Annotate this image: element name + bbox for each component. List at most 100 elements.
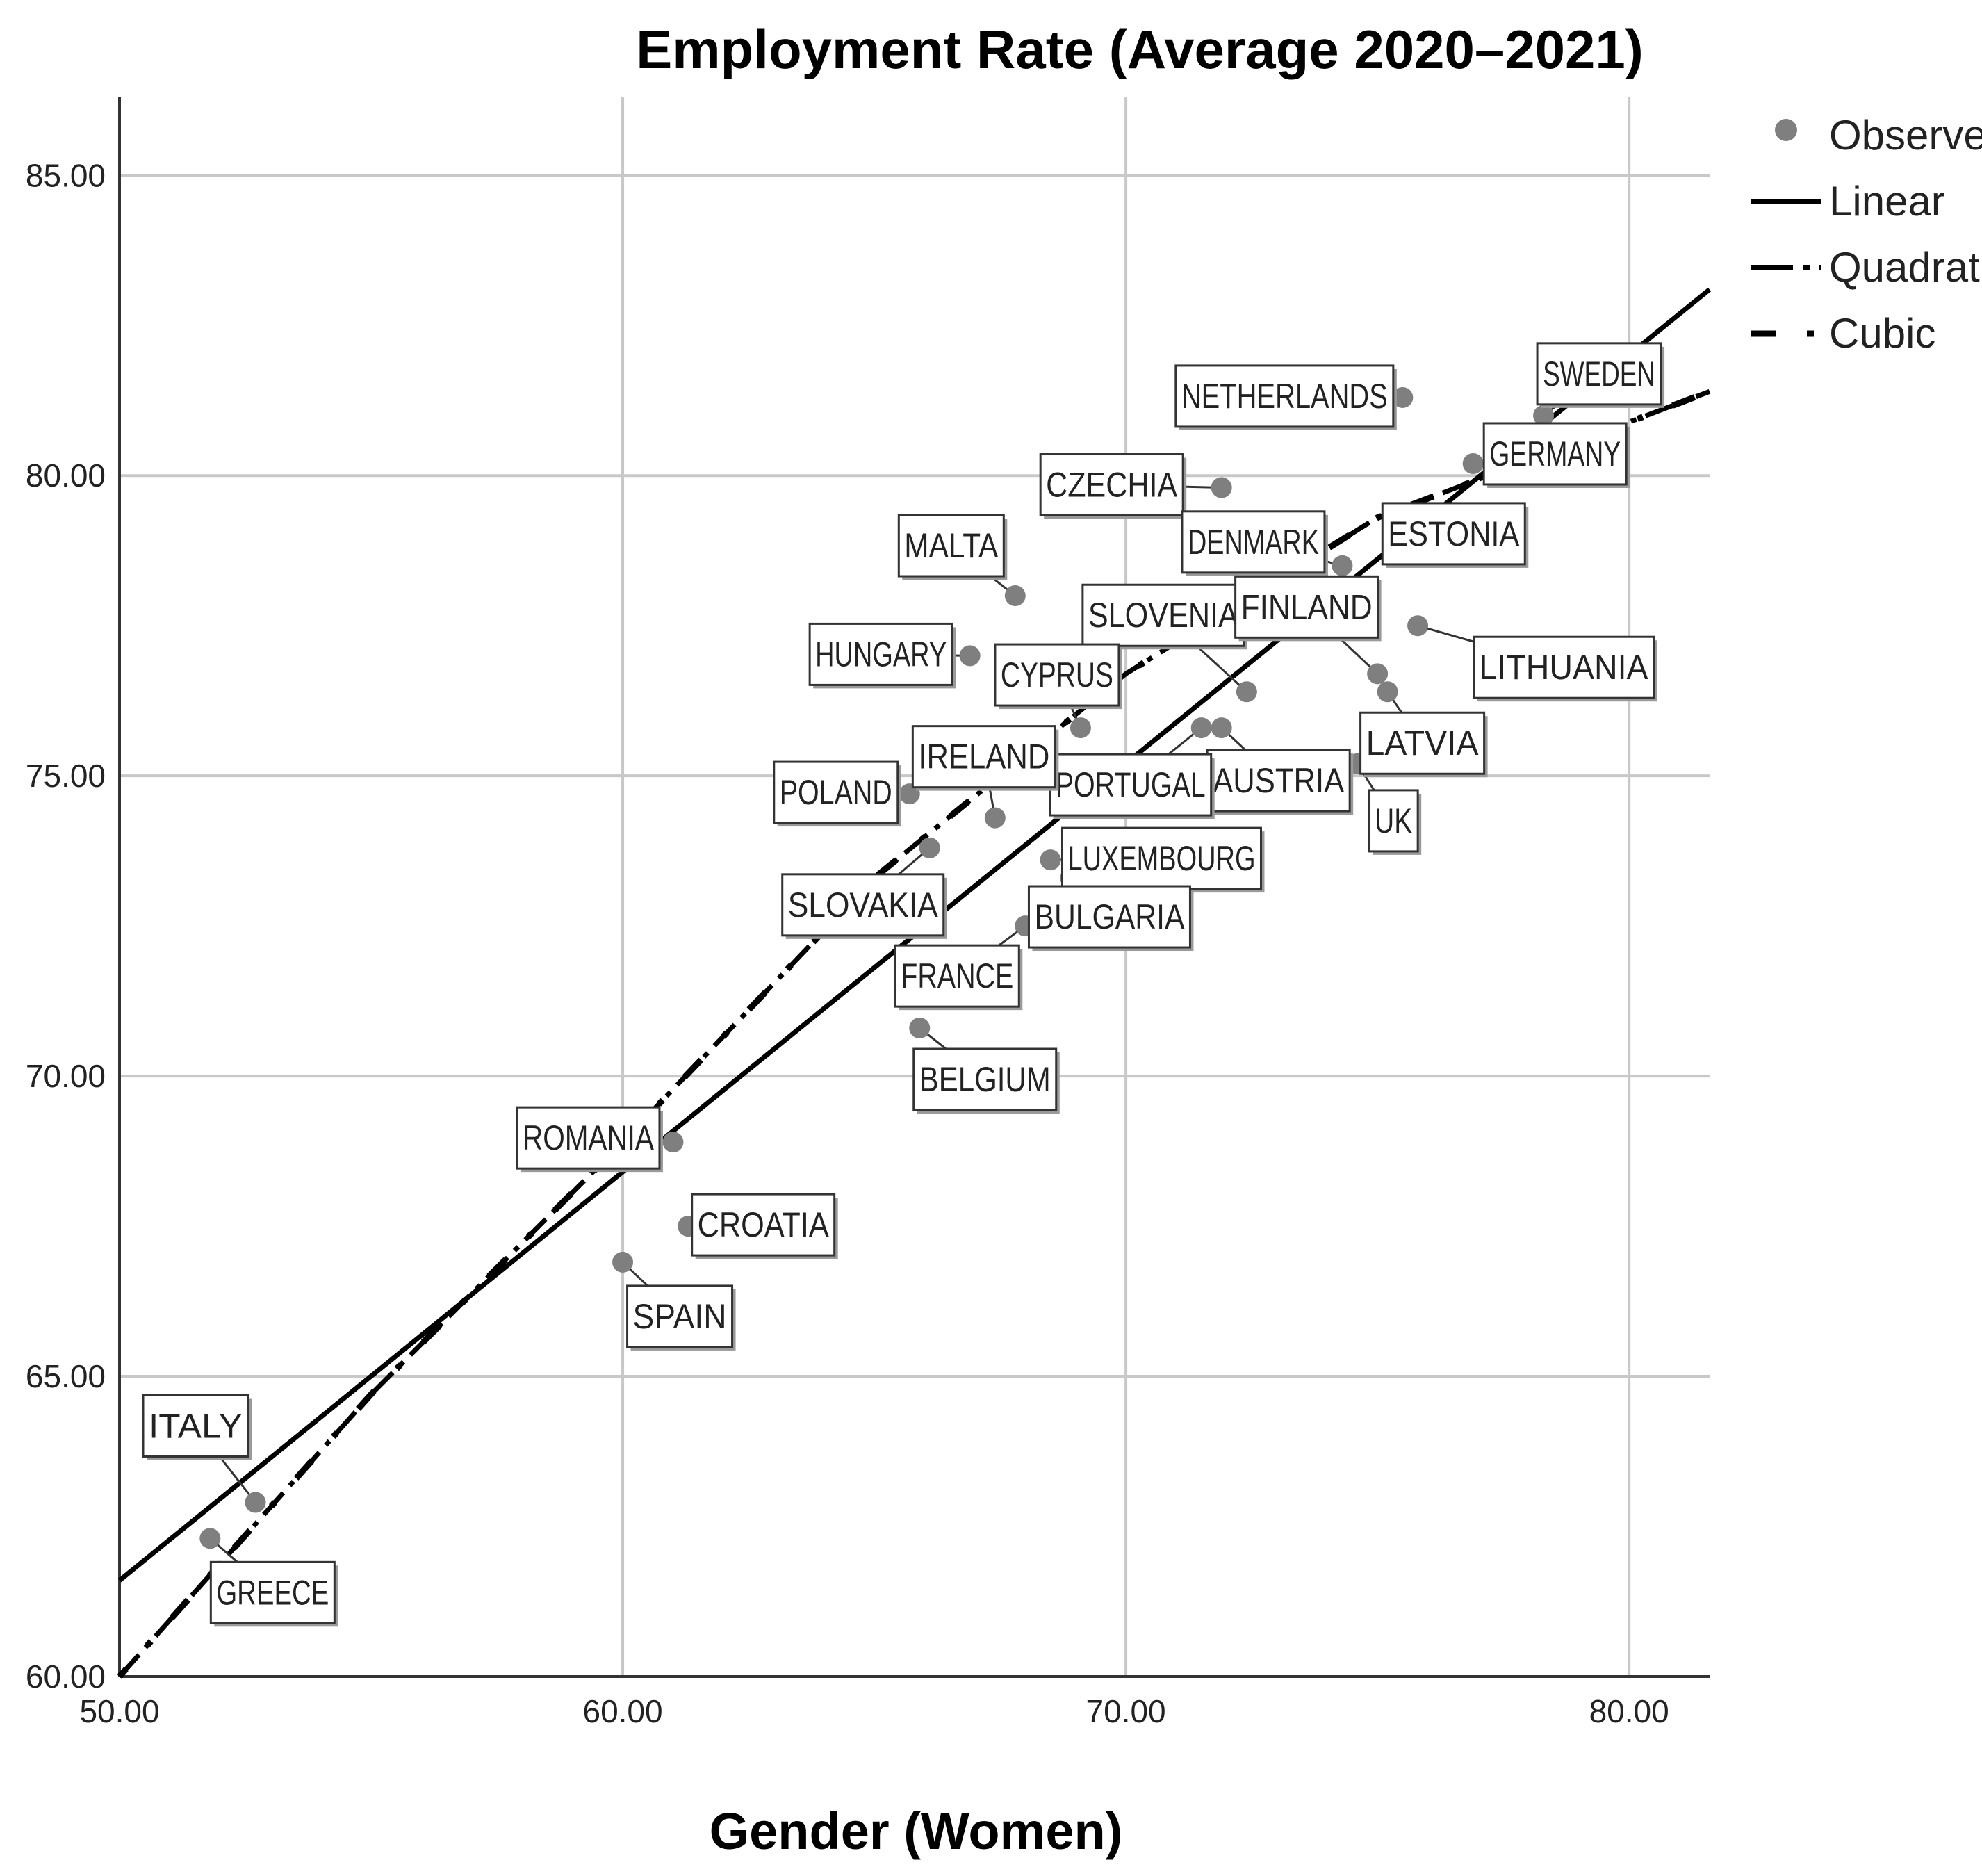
observed-point — [1070, 717, 1091, 739]
observed-point — [919, 837, 940, 858]
legend-label: Quadratic — [1829, 244, 1982, 291]
label-box — [994, 643, 1120, 707]
point-label-text: GREECE — [216, 1573, 329, 1612]
label-box — [1027, 885, 1191, 949]
legend-label: Observed — [1829, 112, 1982, 158]
point-label-text: PORTUGAL — [1056, 765, 1206, 804]
point-label-text: ITALY — [149, 1406, 243, 1445]
point-label-text: NETHERLANDS — [1181, 377, 1388, 416]
point-label: ROMANIA — [516, 1106, 663, 1173]
point-label: POLAND — [773, 760, 901, 827]
label-box — [912, 1047, 1058, 1111]
observed-point — [899, 783, 920, 805]
label-box — [209, 1560, 336, 1624]
x-tick-label: 80.00 — [1589, 1693, 1669, 1729]
axes — [118, 97, 1710, 1678]
point-label-text: MALTA — [904, 526, 999, 565]
point-label-text: SPAIN — [633, 1297, 727, 1336]
y-tick-label: 60.00 — [26, 1658, 106, 1695]
point-label-text: ESTONIA — [1388, 514, 1520, 553]
label-box — [1206, 749, 1351, 813]
point-label: CYPRUS — [994, 643, 1122, 710]
point-label-text: FINLAND — [1241, 587, 1373, 626]
legend-item: Observed — [1775, 112, 1982, 158]
point-label: ITALY — [142, 1394, 252, 1460]
legend-observed-marker — [1775, 119, 1797, 141]
legend-item: Cubic — [1751, 310, 1935, 357]
point-label: BULGARIA — [1027, 885, 1194, 952]
point-label: LITHUANIA — [1473, 635, 1657, 702]
observed-point — [662, 1132, 684, 1153]
point-labels: SWEDEN NETHERLANDS GERMANY CZECHIA DENMARK ES… — [142, 342, 1665, 1627]
label-box — [911, 725, 1056, 789]
point-label-text: BELGIUM — [919, 1060, 1051, 1099]
point-label: IRELAND — [911, 725, 1059, 791]
observed-point — [1533, 405, 1555, 426]
point-label-text: DENMARK — [1188, 523, 1319, 562]
point-label: SWEDEN — [1536, 342, 1665, 408]
point-label: UK — [1368, 789, 1422, 855]
point-label: BELGIUM — [912, 1047, 1060, 1114]
legend-item: Linear — [1751, 178, 1945, 225]
x-axis-title: Gender (Women) — [710, 1802, 1123, 1860]
point-label: CZECHIA — [1039, 453, 1187, 519]
label-box — [1381, 502, 1526, 566]
point-label: FRANCE — [894, 944, 1023, 1011]
observed-point — [1392, 386, 1414, 408]
point-label-text: HUNGARY — [815, 635, 947, 674]
point-label: LATVIA — [1359, 711, 1488, 778]
label-box — [1359, 711, 1486, 775]
point-label-text: POLAND — [780, 773, 892, 812]
label-box — [1060, 826, 1262, 890]
point-label-text: UK — [1375, 801, 1412, 840]
label-box — [894, 944, 1020, 1008]
observed-point — [909, 1018, 931, 1039]
point-label: HUNGARY — [808, 622, 956, 689]
observed-point — [245, 1492, 266, 1513]
label-box — [897, 514, 1005, 578]
x-tick-label: 70.00 — [1086, 1693, 1166, 1729]
observed-point — [1190, 717, 1212, 739]
observed-point — [199, 1528, 221, 1549]
point-label-text: SLOVENIA — [1088, 596, 1239, 635]
observed-point — [1407, 615, 1429, 637]
point-label-text: GERMANY — [1489, 434, 1621, 473]
label-box — [1181, 510, 1326, 574]
label-box — [142, 1394, 249, 1458]
point-label-text: IRELAND — [918, 737, 1049, 776]
observed-point — [1367, 663, 1389, 685]
label-box — [691, 1193, 836, 1257]
point-label: GREECE — [209, 1560, 338, 1627]
point-label: GERMANY — [1482, 422, 1630, 488]
y-tick-label: 80.00 — [26, 457, 106, 494]
observed-point — [1377, 681, 1398, 703]
observed-points — [199, 386, 1555, 1549]
label-box — [1234, 575, 1379, 639]
observed-point — [1211, 717, 1232, 739]
point-label: NETHERLANDS — [1174, 364, 1397, 430]
label-box — [808, 622, 953, 686]
point-label-text: LATVIA — [1366, 724, 1480, 762]
point-label: FINLAND — [1234, 575, 1382, 642]
y-tick-label: 65.00 — [26, 1358, 106, 1394]
point-label-text: LITHUANIA — [1480, 648, 1649, 687]
x-tick-label: 50.00 — [79, 1693, 159, 1729]
label-box — [1368, 789, 1419, 853]
point-label-text: CYPRUS — [1001, 655, 1113, 694]
point-label-text: AUSTRIA — [1213, 761, 1345, 800]
point-label-text: CZECHIA — [1046, 466, 1178, 505]
point-label: MALTA — [897, 514, 1008, 580]
point-label: AUSTRIA — [1206, 749, 1354, 815]
point-label: SLOVENIA — [1081, 583, 1247, 650]
label-box — [1482, 422, 1628, 486]
label-box — [1536, 342, 1662, 406]
observed-point — [1040, 849, 1061, 871]
x-tick-label: 60.00 — [582, 1693, 662, 1729]
point-label: PORTUGAL — [1049, 753, 1215, 819]
legend-label: Cubic — [1829, 310, 1935, 357]
observed-point — [1004, 585, 1026, 607]
y-tick-label: 85.00 — [26, 157, 106, 193]
